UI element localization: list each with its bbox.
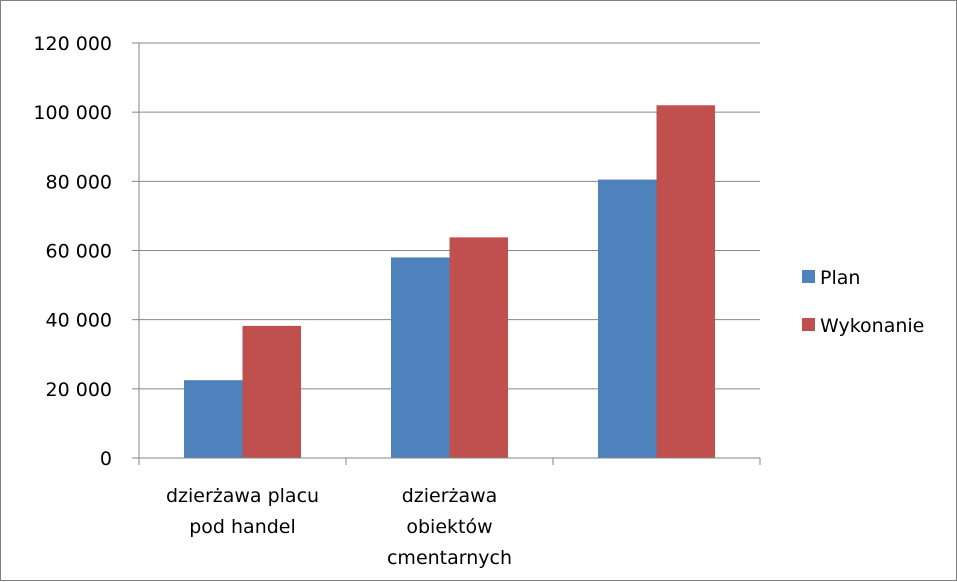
y-tick-label: 20 000 bbox=[46, 379, 112, 401]
x-tick-label: dzierżawa placu bbox=[166, 485, 319, 507]
x-tick-label: pod handel bbox=[189, 516, 296, 538]
legend-swatch bbox=[802, 270, 815, 283]
legend: Plan Wykonanie bbox=[802, 267, 924, 337]
bar-wykonanie bbox=[656, 105, 715, 458]
x-tick-label: dzierżawa bbox=[402, 485, 498, 507]
bar-wykonanie bbox=[449, 237, 508, 458]
y-tick-label: 100 000 bbox=[33, 102, 112, 124]
legend-swatch bbox=[802, 318, 815, 331]
y-tick-label: 80 000 bbox=[46, 171, 112, 193]
bars bbox=[184, 105, 715, 458]
bar-plan bbox=[391, 257, 450, 458]
y-tick-label: 0 bbox=[100, 448, 112, 470]
x-tick-labels: dzierżawa placu pod handel dzierżawa obiekt… bbox=[166, 485, 512, 569]
legend-label: Wykonanie bbox=[820, 315, 924, 337]
bar-wykonanie bbox=[242, 325, 301, 458]
bar-plan bbox=[598, 179, 657, 458]
legend-label: Plan bbox=[820, 267, 860, 289]
axes bbox=[132, 42, 761, 465]
y-tick-label: 40 000 bbox=[46, 310, 112, 332]
y-tick-label: 120 000 bbox=[33, 33, 112, 55]
y-tick-labels: 0 20 000 40 000 60 000 80 000 100 000 120 000 bbox=[33, 33, 112, 470]
x-tick-label: cmentarnych bbox=[387, 547, 512, 569]
x-tick-label: obiektów bbox=[406, 516, 492, 538]
bar-plan bbox=[184, 380, 243, 458]
y-tick-label: 60 000 bbox=[46, 241, 112, 263]
